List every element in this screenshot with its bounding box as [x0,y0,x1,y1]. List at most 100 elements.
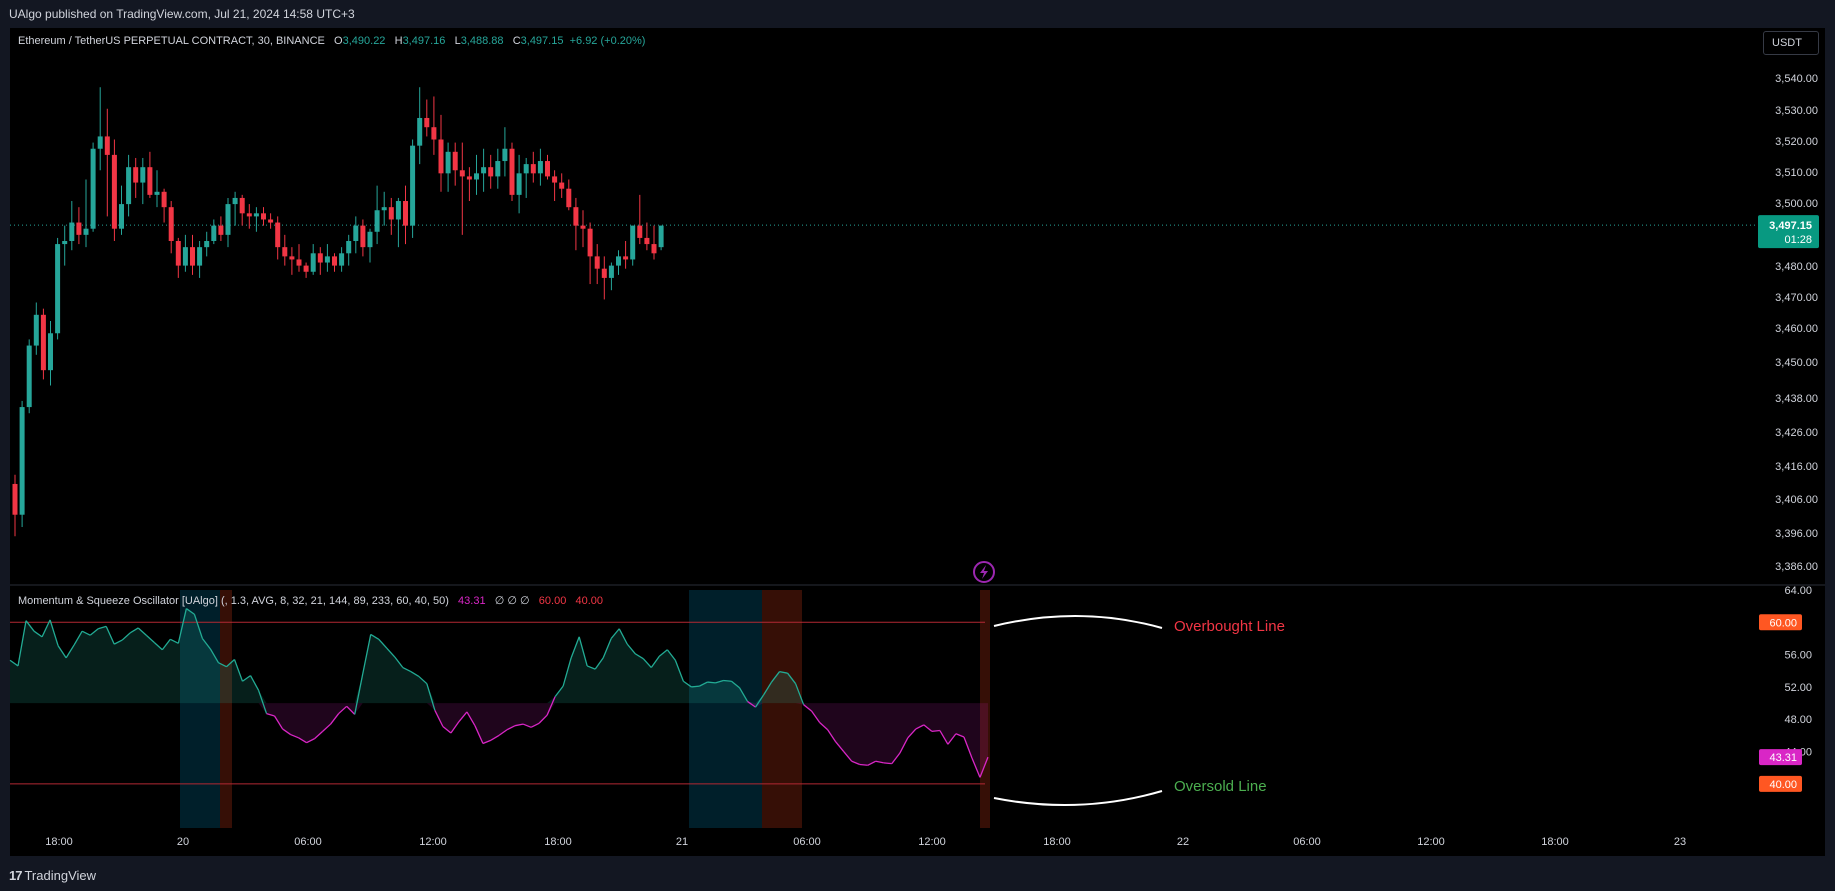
last-price-badge [1758,215,1819,249]
oscillator-segment [346,705,356,715]
oscillator-segment [843,751,853,762]
annotation-curves [993,615,1163,807]
open-label: O [334,35,343,47]
top-bar: UAlgo published on TradingView.com, Jul … [0,0,1835,28]
price-tick-label: 3,416.00 [1775,461,1818,473]
oscillator-segment [458,711,468,723]
oscillator-empties: ∅ ∅ ∅ [494,595,530,607]
oscillator-segment [859,763,868,766]
candle-body [246,213,252,217]
oscillator-bull-fill [10,608,988,704]
candle-body [40,314,46,371]
tradingview-brand: TradingView [24,868,97,883]
main-legend: Ethereum / TetherUS PERPETUAL CONTRACT, … [18,35,645,47]
candle-body [594,256,600,269]
oscillator-segment [73,630,83,646]
oscillator-segment [233,659,244,682]
oscillator-segment [522,723,532,728]
candle-body [395,201,401,220]
oscillator-segment [402,666,412,673]
oscillator-segment [490,734,500,741]
time-tick-label: 06:00 [294,836,322,848]
oscillator-segment [338,705,348,715]
oscillator-segment [779,670,788,674]
time-tick-label: 18:00 [544,836,572,848]
oscillator-segment [762,681,773,696]
price-tick-label: 3,480.00 [1775,261,1818,273]
oscillator-segment [113,639,123,645]
candle-body [168,207,174,241]
oscillator-segment [161,638,171,651]
oscillator-segment [947,733,957,745]
candle-body [637,225,643,238]
overbought-label-badge [1759,614,1802,631]
oscillator-segment [747,700,756,708]
oscillator-segment [170,638,179,644]
oscillator-segment [226,658,235,668]
oscillator-segment [89,628,99,636]
candle-body [97,136,103,149]
candle-body [90,148,96,229]
oscillator-segment [963,736,973,759]
candle-body [559,182,565,189]
oscillator-bear-fill [10,703,988,778]
candle-body [12,483,18,515]
oscillator-current-label-badge [1759,749,1802,766]
high-value: 3,497.16 [402,35,446,47]
candle-body [133,167,139,183]
oscillator-segment [971,757,981,778]
chart-frame[interactable] [10,28,1825,856]
oscillator-segment [242,675,251,682]
oscillator-segment [474,725,484,744]
oscillator-segment [530,722,540,728]
oscillator-segment [57,645,67,659]
oscillator-segment [378,638,388,649]
oscillator-tick-label: 48.00 [1784,714,1812,726]
oscillator-segment [715,679,724,684]
oscillator-segment [418,675,428,685]
oscillator-segment [723,679,732,682]
candle-body [161,191,167,208]
oscillator-segment [426,683,436,711]
oscillator-segment [538,714,548,724]
oscillator-segment [466,711,476,727]
candle-body [651,244,657,254]
oscillator-segment [907,728,917,739]
time-tick-label: 18:00 [1541,836,1569,848]
candle-body [140,167,146,183]
oscillator-segment [25,620,35,632]
oscillator-segment [707,681,716,684]
candle-body [19,407,25,515]
time-tick-label: 06:00 [1293,836,1321,848]
candle-body [630,225,636,260]
oscillator-segment [819,721,829,731]
currency-button[interactable]: USDT [1763,31,1819,55]
oscillator-value: 43.31 [458,595,486,607]
candle-body [360,225,366,248]
tradingview-logo[interactable]: 17 TradingView [9,868,96,883]
axes: 3,540.00 3,530.00 3,520.00 3,510.00 3,500.00… [45,73,1819,848]
oscillator-segment [738,687,749,702]
candle-body [388,207,394,220]
time-tick-label: 20 [177,836,189,848]
price-tick-label: 3,540.00 [1775,73,1818,85]
candle-body [545,161,550,177]
oscillator-segment [322,723,332,732]
candle-body [175,241,181,266]
candle-body [182,247,188,266]
candle-body [111,154,117,229]
low-value: 3,488.88 [460,35,504,47]
lightning-icon[interactable] [973,561,995,583]
oscillator-segment [883,762,892,765]
oscillator-segment [787,672,797,685]
candle-body [62,241,68,245]
candle-body [33,314,39,346]
oscillator-segment [875,760,884,764]
oscillator-segment [610,628,620,639]
oscillator-segment [314,730,324,740]
oscillator-segment [835,741,845,752]
oscillator-os-value: 40.00 [575,595,604,607]
candle-body [218,225,224,235]
oscillator-segment [434,710,444,727]
